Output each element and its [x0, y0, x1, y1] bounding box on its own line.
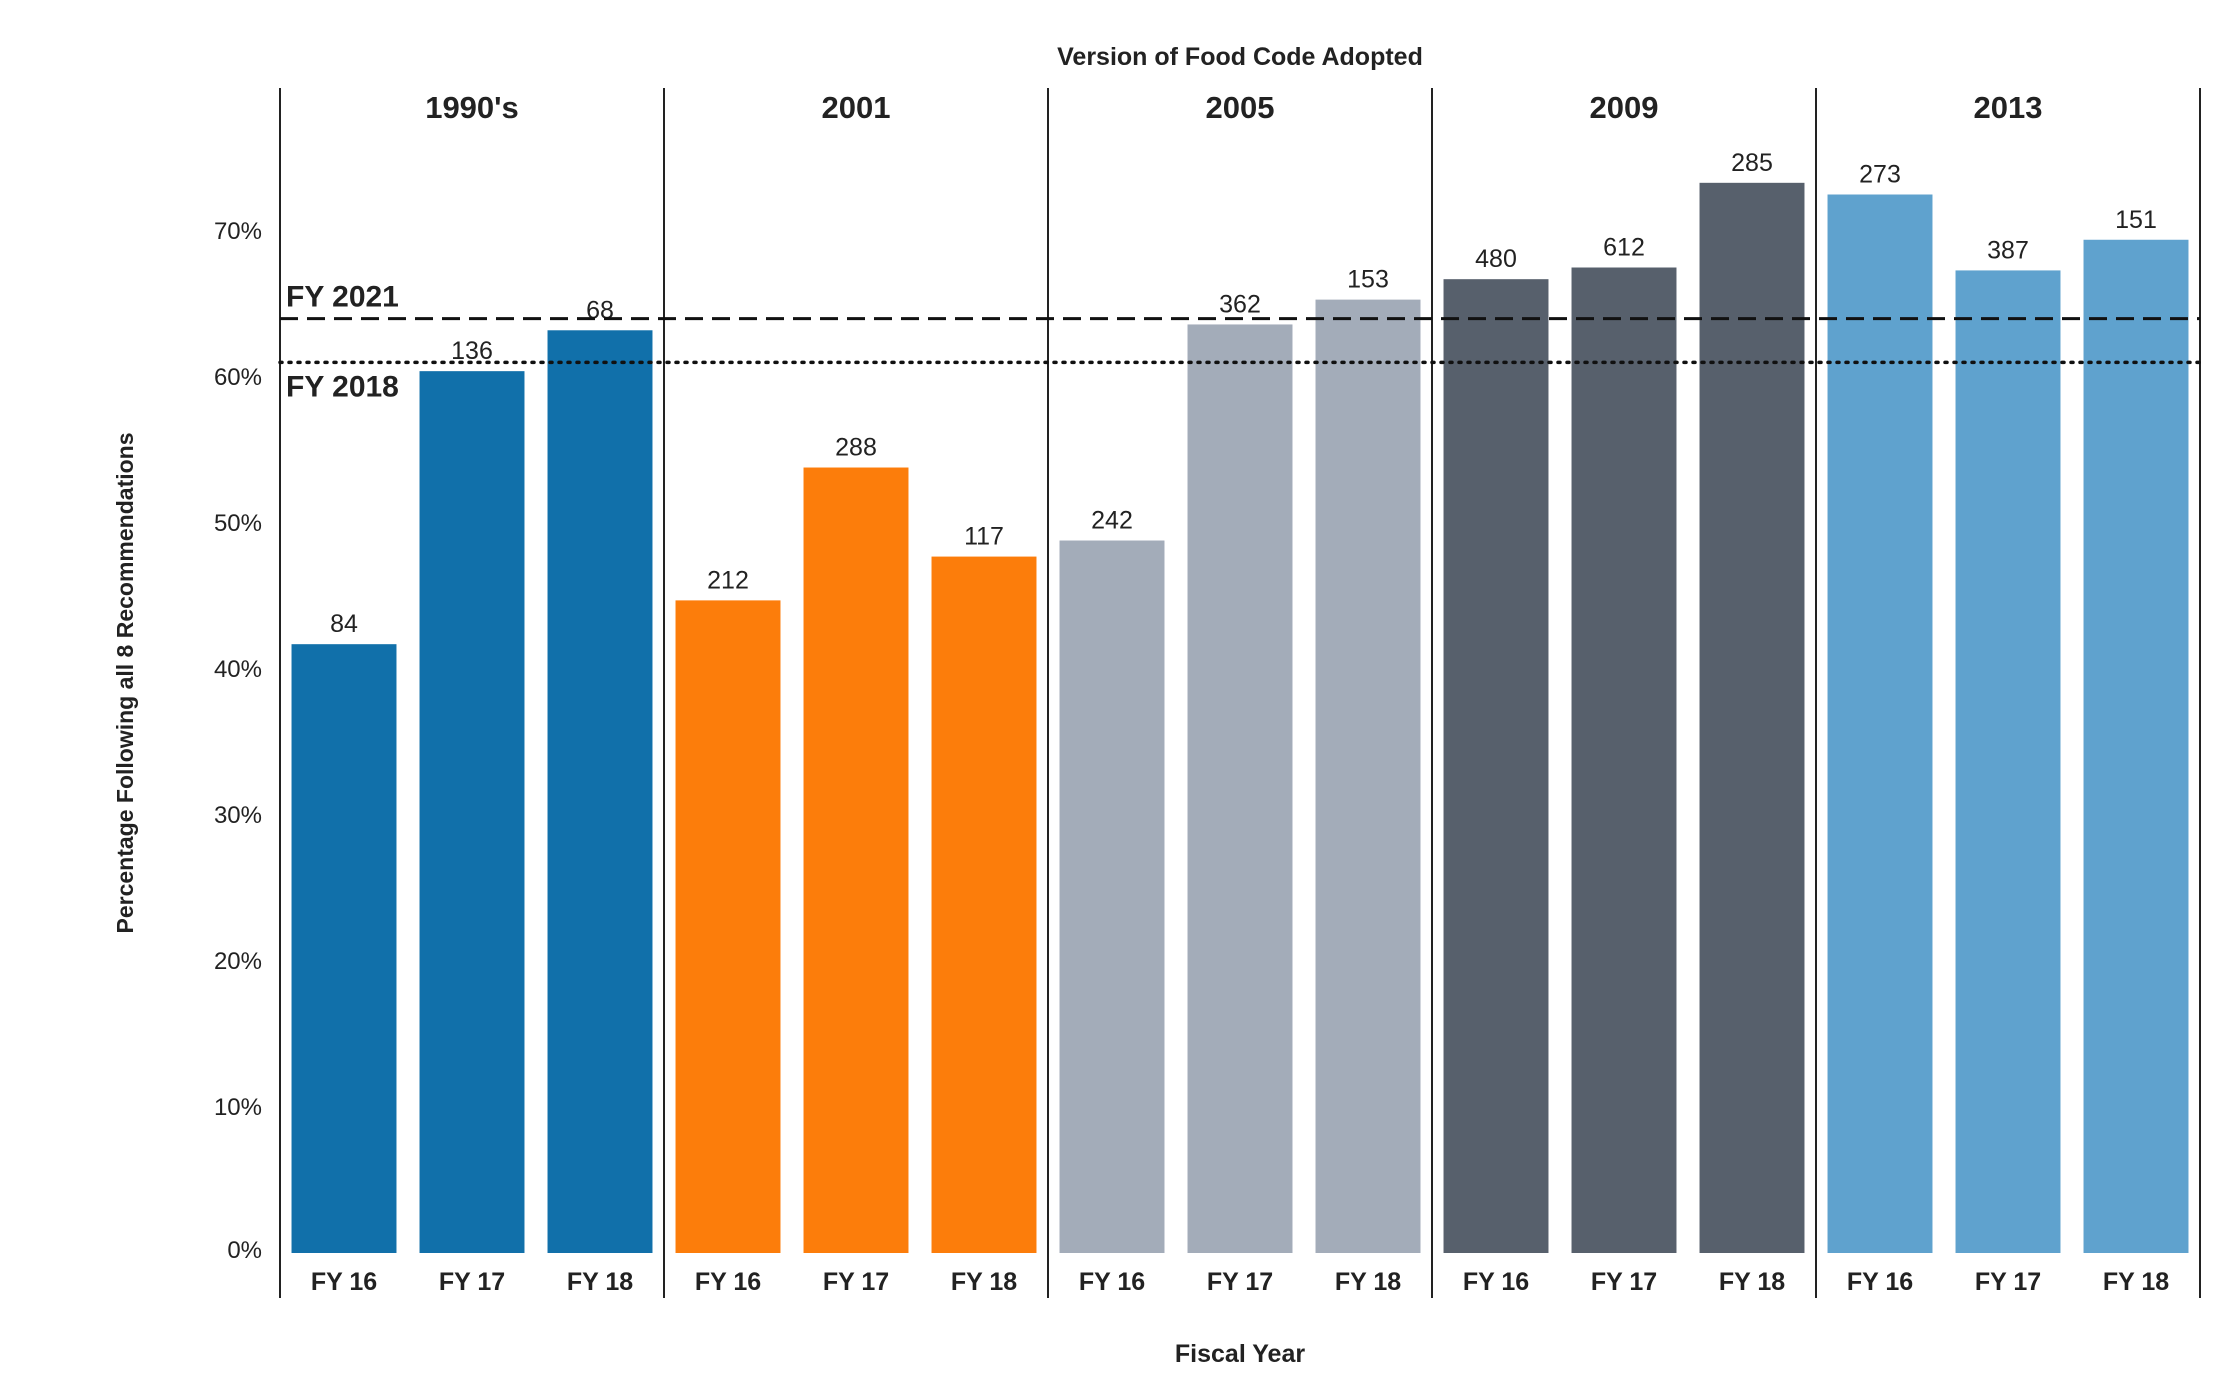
y-tick-label: 20% — [214, 948, 262, 975]
x-tick-label: FY 17 — [1975, 1268, 2041, 1296]
bar — [675, 600, 781, 1253]
y-tick-label: 0% — [227, 1237, 262, 1264]
bar-count-label: 212 — [707, 566, 749, 594]
bar — [931, 556, 1037, 1253]
bar — [1827, 194, 1933, 1253]
x-tick-label: FY 17 — [1591, 1268, 1657, 1296]
bar — [291, 644, 397, 1253]
bar-count-label: 362 — [1219, 290, 1261, 318]
x-tick-label: FY 18 — [1719, 1268, 1785, 1296]
bar-count-label: 387 — [1987, 236, 2029, 264]
x-tick-label: FY 16 — [695, 1268, 761, 1296]
bar — [1443, 279, 1549, 1253]
y-tick-label: 40% — [214, 656, 262, 683]
bar-count-label: 285 — [1731, 149, 1773, 177]
plot-area: 0% 10% 20% 30% 40% 50% 60% 70% 1990's 84 FY 16 136 F… — [214, 88, 2202, 1298]
x-tick-label: FY 16 — [1079, 1268, 1145, 1296]
reference-line-label: FY 2018 — [286, 370, 399, 403]
x-tick-label: FY 18 — [2103, 1268, 2169, 1296]
bar — [419, 371, 525, 1253]
x-tick-label: FY 16 — [1847, 1268, 1913, 1296]
bar-count-label: 151 — [2115, 206, 2157, 234]
bar — [1955, 270, 2061, 1253]
group-header: 2009 — [1590, 90, 1659, 125]
x-tick-label: FY 16 — [311, 1268, 377, 1296]
y-tick-label: 50% — [214, 510, 262, 537]
x-tick-label: FY 16 — [1463, 1268, 1529, 1296]
x-tick-label: FY 17 — [823, 1268, 889, 1296]
bar — [1059, 540, 1165, 1253]
bar-count-label: 84 — [330, 610, 358, 638]
x-tick-label: FY 17 — [1207, 1268, 1273, 1296]
bar-count-label: 612 — [1603, 234, 1645, 262]
x-tick-label: FY 18 — [1335, 1268, 1401, 1296]
bar — [1571, 267, 1677, 1253]
group-header: 1990's — [425, 90, 519, 125]
bar — [2083, 239, 2189, 1253]
bar-count-label: 136 — [451, 337, 493, 365]
bar — [1315, 299, 1421, 1253]
bar — [1699, 182, 1805, 1253]
x-tick-label: FY 17 — [439, 1268, 505, 1296]
bar-count-label: 480 — [1475, 245, 1517, 273]
bar-count-label: 153 — [1347, 266, 1389, 294]
bar — [1187, 324, 1293, 1253]
y-tick-label: 70% — [214, 218, 262, 245]
group-header: 2013 — [1974, 90, 2043, 125]
group-header: 2005 — [1206, 90, 1275, 125]
bar-count-label: 288 — [835, 434, 877, 462]
bar-count-label: 273 — [1859, 161, 1901, 189]
group-header: 2001 — [822, 90, 891, 125]
x-tick-label: FY 18 — [951, 1268, 1017, 1296]
bar — [803, 467, 909, 1253]
x-axis-label: Fiscal Year — [1175, 1340, 1305, 1368]
y-tick-label: 30% — [214, 802, 262, 829]
bar — [547, 330, 653, 1253]
chart-title: Version of Food Code Adopted — [1057, 43, 1423, 71]
y-axis-label: Percentage Following all 8 Recommendatio… — [112, 432, 138, 933]
bar-count-label: 242 — [1091, 507, 1133, 535]
x-tick-label: FY 18 — [567, 1268, 633, 1296]
bar-count-label: 117 — [964, 523, 1004, 551]
y-tick-label: 10% — [214, 1094, 262, 1121]
y-tick-label: 60% — [214, 364, 262, 391]
reference-line-label: FY 2021 — [286, 281, 399, 314]
